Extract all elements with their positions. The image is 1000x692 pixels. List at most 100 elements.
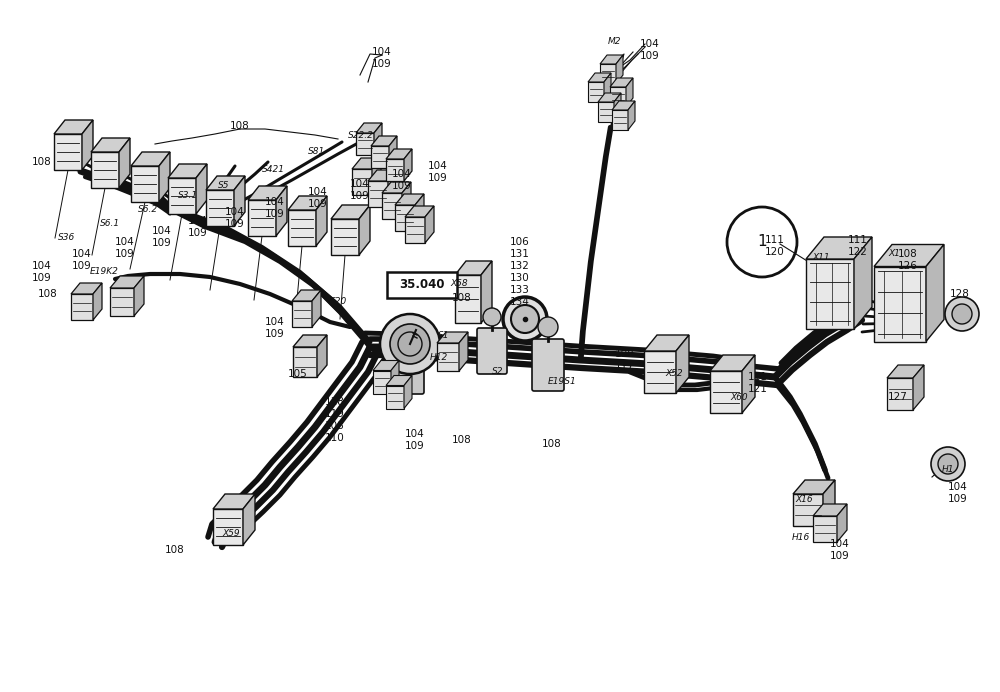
Polygon shape <box>359 205 370 255</box>
Polygon shape <box>837 504 847 542</box>
Text: 109: 109 <box>225 219 245 229</box>
Text: S3.1: S3.1 <box>178 190 198 199</box>
Text: 108: 108 <box>230 121 250 131</box>
Circle shape <box>380 314 440 374</box>
Polygon shape <box>793 494 823 526</box>
Polygon shape <box>243 494 255 545</box>
Text: E19S1: E19S1 <box>548 378 577 387</box>
Polygon shape <box>292 301 312 327</box>
Text: 111: 111 <box>848 235 868 245</box>
Polygon shape <box>91 152 119 188</box>
Polygon shape <box>405 217 425 243</box>
Text: 126: 126 <box>898 261 918 271</box>
Text: S421: S421 <box>262 165 285 174</box>
Text: 109: 109 <box>640 51 660 61</box>
Polygon shape <box>854 237 872 329</box>
Polygon shape <box>372 158 381 195</box>
Polygon shape <box>742 355 755 413</box>
Text: 104: 104 <box>188 216 208 226</box>
Text: S2: S2 <box>492 367 504 376</box>
Text: X58: X58 <box>450 280 468 289</box>
Polygon shape <box>710 371 742 413</box>
Text: 122: 122 <box>848 247 868 257</box>
Text: 109: 109 <box>265 209 285 219</box>
Polygon shape <box>806 259 854 329</box>
Polygon shape <box>352 158 381 169</box>
Polygon shape <box>288 210 316 246</box>
Polygon shape <box>368 181 388 207</box>
Polygon shape <box>131 152 170 166</box>
Text: 104: 104 <box>308 187 328 197</box>
Text: 109: 109 <box>405 441 425 451</box>
Text: 132: 132 <box>510 261 530 271</box>
Text: 109: 109 <box>372 59 392 69</box>
Polygon shape <box>588 82 604 102</box>
Text: 109: 109 <box>350 191 370 201</box>
Text: 104: 104 <box>830 539 850 549</box>
Polygon shape <box>196 164 207 214</box>
Polygon shape <box>168 178 196 214</box>
Text: 128: 128 <box>950 289 970 299</box>
Text: 104: 104 <box>32 261 52 271</box>
Polygon shape <box>234 176 245 226</box>
Text: 111: 111 <box>748 372 768 382</box>
Text: 104: 104 <box>265 317 285 327</box>
Polygon shape <box>206 190 234 226</box>
Polygon shape <box>455 261 492 275</box>
Text: S6.2: S6.2 <box>138 205 158 214</box>
Text: 1: 1 <box>757 235 767 250</box>
Polygon shape <box>874 266 926 341</box>
Text: X60: X60 <box>730 392 748 401</box>
Polygon shape <box>382 182 411 193</box>
Text: 105: 105 <box>288 369 308 379</box>
Polygon shape <box>368 170 397 181</box>
Polygon shape <box>459 332 468 371</box>
Polygon shape <box>389 136 397 168</box>
Polygon shape <box>600 64 616 84</box>
Text: 133: 133 <box>510 285 530 295</box>
Text: 109: 109 <box>72 261 92 271</box>
Text: 104: 104 <box>372 47 392 57</box>
Polygon shape <box>626 78 633 107</box>
Text: S22.2: S22.2 <box>348 131 374 140</box>
Polygon shape <box>248 200 276 236</box>
Circle shape <box>511 305 539 333</box>
Text: H16: H16 <box>792 533 810 542</box>
Text: 121: 121 <box>748 384 768 394</box>
Text: 117: 117 <box>615 361 635 371</box>
Text: E20: E20 <box>330 298 347 307</box>
Polygon shape <box>71 294 93 320</box>
Text: 109: 109 <box>948 494 968 504</box>
Polygon shape <box>913 365 924 410</box>
Text: 104: 104 <box>428 161 448 171</box>
Text: 35.040: 35.040 <box>399 278 445 291</box>
Text: 109: 109 <box>428 173 448 183</box>
Text: 127: 127 <box>888 392 908 402</box>
Polygon shape <box>293 347 317 377</box>
Text: S36: S36 <box>58 233 75 242</box>
Polygon shape <box>54 134 82 170</box>
Polygon shape <box>874 244 944 266</box>
Polygon shape <box>206 176 245 190</box>
Polygon shape <box>317 335 327 377</box>
Circle shape <box>390 324 430 364</box>
Polygon shape <box>612 110 628 130</box>
FancyBboxPatch shape <box>387 272 457 298</box>
Circle shape <box>952 304 972 324</box>
Polygon shape <box>82 120 93 170</box>
Polygon shape <box>119 138 130 188</box>
Circle shape <box>931 447 965 481</box>
Polygon shape <box>386 376 412 385</box>
Text: 120: 120 <box>765 247 785 257</box>
Polygon shape <box>71 283 102 294</box>
Polygon shape <box>612 101 635 110</box>
Polygon shape <box>110 276 144 288</box>
Polygon shape <box>213 509 243 545</box>
Polygon shape <box>293 335 327 347</box>
Polygon shape <box>352 169 372 195</box>
Polygon shape <box>404 149 412 181</box>
Text: 104: 104 <box>115 237 135 247</box>
Text: 108: 108 <box>165 545 185 555</box>
Text: S5: S5 <box>218 181 230 190</box>
Polygon shape <box>356 123 382 133</box>
